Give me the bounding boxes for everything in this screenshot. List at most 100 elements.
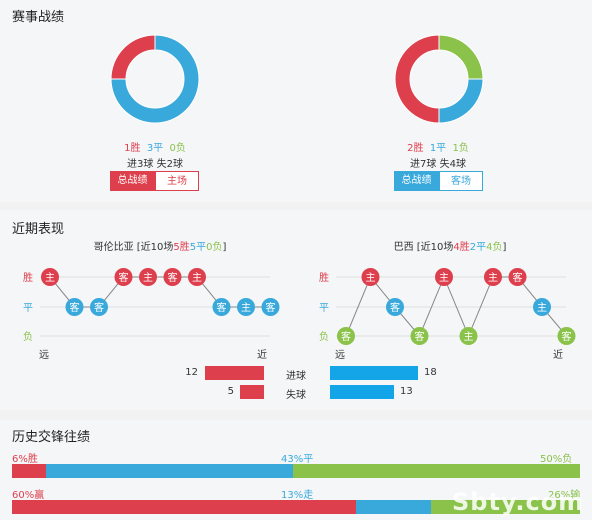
right-donut-slice-0	[394, 34, 440, 124]
left-form-point-4	[139, 268, 157, 286]
right-total-record-button[interactable]: 总战绩	[394, 171, 439, 191]
left-win-count: 1胜	[124, 143, 141, 154]
left-form-chart: 胜平负主客 客客主客主客主客远近	[23, 268, 280, 361]
watermark-logo: Sbty.com	[452, 488, 585, 516]
right-form-venue-3: 客	[415, 330, 425, 343]
left-form-point-0	[41, 268, 59, 286]
h2h-row1-loss-label: 50%负	[540, 454, 573, 465]
right-draw-count: 1平	[429, 143, 447, 154]
left-record-donut	[110, 34, 200, 124]
right-form-venue-0: 客	[341, 330, 351, 343]
right-form-point-5	[459, 327, 478, 345]
right-summary-loss: 4负	[486, 242, 503, 253]
h2h-row2-win-label: 60%赢	[12, 490, 45, 501]
right-form-venue-4: 主	[439, 272, 449, 284]
left-form-venue-3: 客	[119, 271, 129, 284]
left-team-summary: 哥伦比亚 [近10场5胜5平0负]	[40, 238, 280, 253]
left-axis-far: 远	[39, 349, 49, 361]
left-axis-near: 近	[257, 348, 267, 361]
section-title-recent: 近期表现	[12, 222, 65, 237]
h2h-row2-bar	[12, 500, 580, 514]
left-form-venue-5: 客	[168, 271, 178, 284]
goals-against-left-bar	[239, 385, 264, 399]
goals-against-left-value: 5	[227, 386, 234, 397]
right-row-label-D: 平	[319, 303, 329, 314]
right-goals-text: 进7球 失4球	[410, 159, 466, 170]
h2h-row1-segment-loss	[293, 464, 580, 478]
goals-against-right-bar	[330, 385, 394, 399]
right-donut-slice-1	[438, 78, 484, 124]
right-form-point-8	[533, 298, 551, 316]
left-form-point-3	[114, 268, 133, 286]
right-form-venue-8: 主	[537, 302, 547, 314]
left-form-venue-0: 主	[45, 272, 55, 284]
right-summary-draw: 2平	[469, 242, 487, 253]
left-form-point-8	[237, 298, 255, 316]
left-record-counts: 1胜 3平 0负	[95, 139, 215, 154]
right-form-line	[345, 275, 567, 338]
section-title-record: 赛事战绩	[12, 10, 65, 25]
left-row-label-L: 负	[23, 330, 33, 343]
right-row-label-L: 负	[319, 330, 329, 343]
right-record-counts: 2胜 1平 1负	[378, 139, 498, 154]
right-loss-count: 1负	[452, 143, 469, 154]
right-record-donut	[394, 34, 484, 124]
left-home-button[interactable]: 主场	[155, 171, 199, 191]
right-form-venue-1: 主	[366, 272, 376, 284]
goals-for-right-value: 18	[424, 367, 437, 378]
goals-for-left-bar	[205, 366, 264, 380]
right-win-count: 2胜	[407, 143, 424, 154]
right-form-point-9	[557, 327, 576, 345]
h2h-row1-draw-label: 43%平	[281, 454, 314, 465]
left-summary-draw: 5平	[189, 242, 207, 253]
h2h-row2-draw-label: 13%走	[281, 490, 314, 501]
left-team-name: 哥伦比亚	[93, 242, 134, 253]
left-form-point-9	[261, 298, 280, 316]
right-form-point-1	[361, 268, 380, 286]
right-form-venue-6: 主	[488, 272, 498, 284]
recent-form-panel: 近期表现 哥伦比亚 [近10场5胜5平0负] 巴西 [近10场4胜2平4负] 胜…	[0, 210, 592, 410]
right-axis-near: 近	[553, 348, 563, 361]
left-row-label-W: 胜	[23, 272, 33, 284]
right-form-point-0	[337, 327, 355, 345]
right-form-point-7	[508, 268, 527, 286]
record-panel: 赛事战绩 1胜 3平 0负 进3球 失2球 总战绩 主场 2胜 1平 1负 进7…	[0, 0, 592, 202]
goals-against-right-value: 13	[400, 386, 413, 397]
left-total-record-button[interactable]: 总战绩	[110, 171, 155, 191]
left-form-point-6	[188, 268, 206, 286]
right-form-point-4	[435, 268, 453, 286]
right-form-point-2	[386, 298, 404, 316]
left-donut-slice-1	[110, 34, 200, 124]
goals-against-label: 失球	[286, 390, 306, 401]
left-form-point-1	[65, 298, 84, 316]
right-form-chart: 胜平负 客主客客主主主 客主客远近	[319, 268, 576, 361]
left-form-venue-6: 主	[192, 272, 202, 284]
section-title-h2h: 历史交锋往绩	[12, 430, 91, 445]
right-summary-win: 4胜	[453, 242, 470, 253]
left-loss-count: 0负	[169, 143, 186, 154]
right-form-venue-5: 主	[464, 331, 474, 343]
h2h-row2-segment-loss	[430, 500, 580, 514]
goals-for-label: 进球	[286, 371, 306, 382]
left-summary-suffix: ]	[222, 242, 227, 253]
left-form-venue-7: 客	[217, 301, 227, 314]
right-form-venue-2: 客	[390, 301, 400, 314]
right-away-button[interactable]: 客场	[439, 171, 483, 191]
left-form-venue-2: 客	[94, 301, 104, 314]
left-donut-slice-0	[110, 34, 156, 80]
right-form-point-6	[484, 268, 502, 286]
left-goals-text: 进3球 失2球	[127, 159, 183, 170]
head-to-head-panel: 历史交锋往绩 6%胜 43%平 50%负 60%赢 13%走 26%输 Sbty…	[0, 420, 592, 520]
left-row-label-D: 平	[23, 303, 33, 314]
right-form-point-3	[410, 327, 429, 345]
h2h-row1-win-label: 6%胜	[12, 454, 38, 465]
left-form-point-2	[90, 298, 108, 316]
left-form-venue-9: 客	[266, 301, 276, 314]
left-form-venue-8: 主	[241, 302, 251, 314]
h2h-row2-loss-label: 26%输	[548, 490, 581, 501]
left-form-point-7	[212, 298, 231, 316]
h2h-row1-segment-draw	[46, 464, 294, 478]
right-row-label-W: 胜	[319, 272, 329, 284]
goals-for-left-value: 12	[185, 367, 198, 378]
left-form-venue-1: 客	[70, 301, 80, 314]
